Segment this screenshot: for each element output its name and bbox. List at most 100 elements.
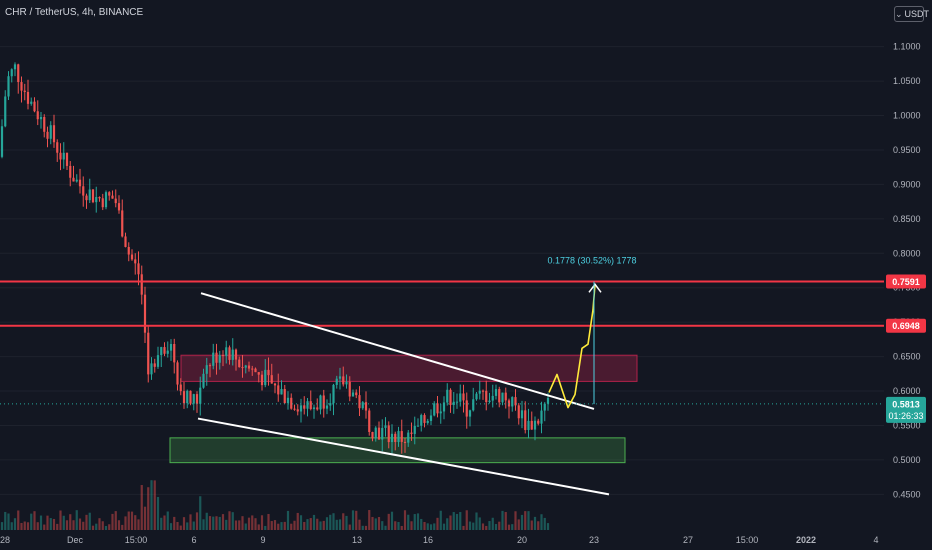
candle-body [345,381,348,385]
volume-bar [13,518,17,530]
candle-body [446,389,449,403]
candle-body [195,394,199,404]
candle-body [238,359,241,368]
candle-body [163,347,166,354]
volume-bar [488,521,491,530]
candle-body [228,347,231,360]
candle-body [225,347,228,356]
price-tick-label: 1.0500 [893,76,921,86]
volume-bar [338,519,342,530]
volume-bar [91,525,95,530]
volume-bar [546,523,550,530]
volume-bar [208,516,212,530]
candle-body [325,405,329,409]
volume-bar [114,511,117,530]
time-tick-label: 16 [423,535,433,545]
volume-bar [332,513,335,530]
candle-body [169,343,173,351]
candle-body [361,402,364,409]
volume-bar [387,513,390,530]
volume-bar [345,515,348,530]
volume-bar [43,524,46,530]
candle-body [65,152,69,166]
candle-body [244,365,247,368]
candle-body [332,384,335,404]
volume-bar [30,513,33,530]
candle-body [26,91,30,104]
candle-body [472,399,475,411]
candle-body [348,381,351,397]
volume-bar [329,514,332,530]
lower-trendline [197,417,610,496]
candle-body [179,384,182,392]
candle-body [511,397,514,407]
volume-bar [491,517,494,530]
volume-bar [290,523,293,530]
volume-bar [537,521,540,530]
chevron-down-icon: ⌄ [895,9,903,19]
volume-bar [452,512,455,530]
volume-bar [205,512,208,530]
candle-body [485,390,488,403]
candle-body [452,401,455,405]
volume-bar [410,521,413,530]
volume-bar [390,511,394,530]
candle-body [355,392,358,396]
volume-bar [75,510,78,530]
volume-bar [524,511,527,530]
time-tick-label: 2022 [796,535,816,545]
candle-body [36,111,39,120]
candle-body [342,376,345,385]
volume-bar [186,522,189,530]
candle-body [130,254,134,260]
candle-body [436,403,439,414]
candle-body [420,415,423,426]
volume-bar [481,523,485,530]
candle-body [309,401,312,410]
volume-bar [335,519,338,530]
candle-body [72,177,75,182]
volume-bar [273,520,277,530]
volume-bar [39,515,43,530]
volume-bar [494,524,498,530]
volume-bar [134,515,137,530]
volume-bar [478,517,481,530]
time-tick-label: 27 [683,535,693,545]
volume-bar [533,516,537,530]
volume-bar [475,512,478,530]
time-tick-label: 15:00 [736,535,759,545]
candle-body [520,410,524,419]
candle-body [433,403,436,416]
candle-body [7,76,10,97]
candle-body [150,363,153,375]
volume-bar [280,522,283,530]
volume-bar [166,511,169,530]
candle-body [260,374,264,386]
volume-bar [472,522,475,530]
candle-body [199,387,202,404]
time-axis: 28 Dec 15:00 6 9 13 16 20 23 27 15:00 2022 4 [0,535,879,545]
volume-bars [0,480,550,530]
price-tick-label: 1.0000 [893,111,921,121]
volume-bar [150,480,153,530]
volume-bar [117,520,121,530]
volume-bar [400,525,403,530]
volume-bar [7,513,10,530]
candle-body [186,390,189,404]
volume-bar [153,480,156,530]
volume-bar [407,514,410,530]
volume-bar [82,521,85,530]
volume-bar [348,524,351,530]
candle-body [293,408,296,410]
volume-bar [426,523,429,530]
candle-body [273,383,277,386]
volume-bar [517,519,520,530]
volume-bar [189,514,192,530]
currency-button[interactable]: ⌄ USDT [894,6,929,22]
candle-body [397,431,400,443]
time-tick-label: 4 [873,535,878,545]
currency-label: USDT [904,9,930,19]
volume-bar [342,513,345,530]
volume-bar [238,520,241,530]
